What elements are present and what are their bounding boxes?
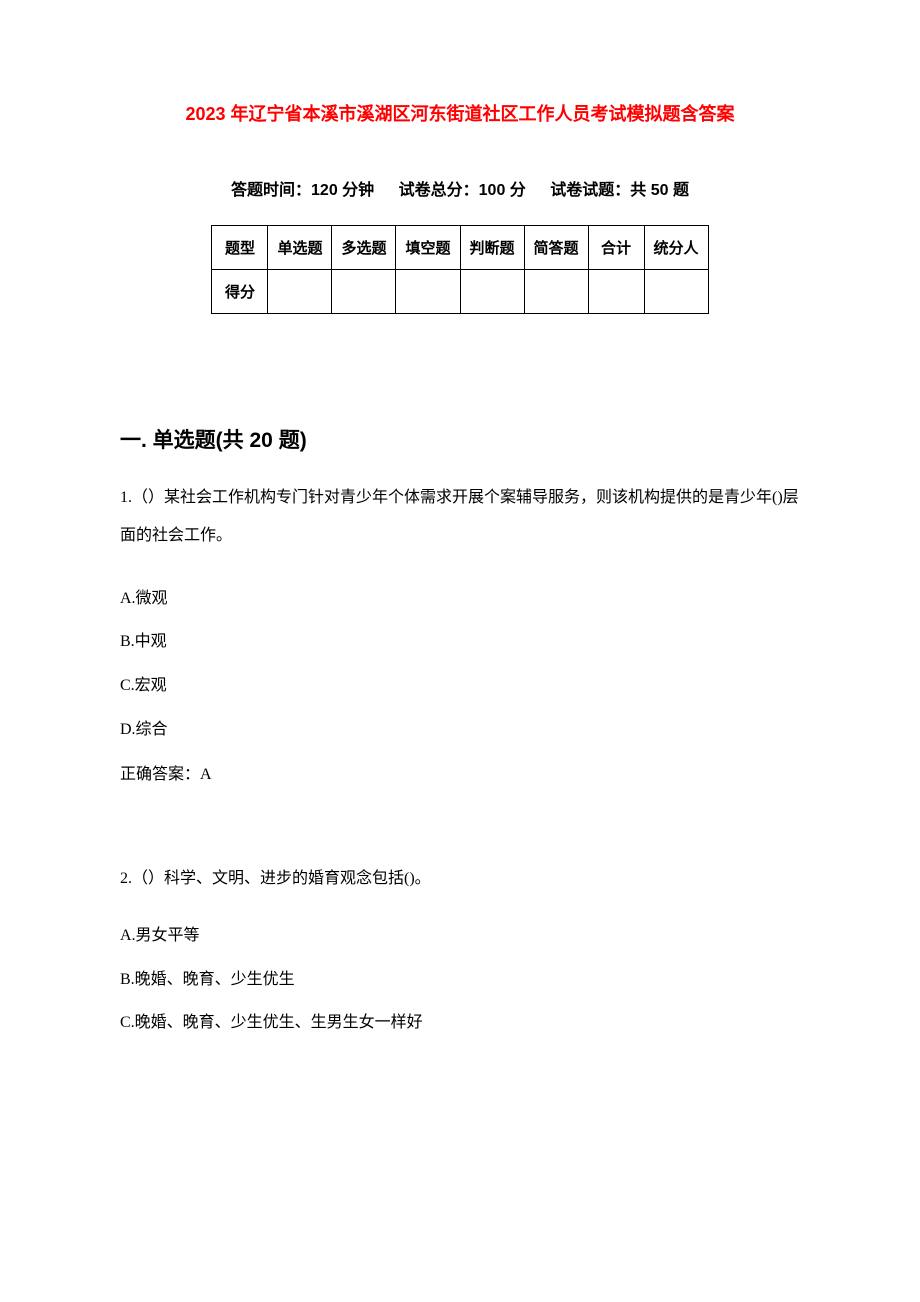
table-cell-empty — [396, 270, 460, 314]
table-cell-empty — [644, 270, 708, 314]
question-1-answer: 正确答案：A — [120, 760, 800, 784]
total-score-label: 试卷总分：100 分 — [399, 182, 526, 199]
question-count-label: 试卷试题：共 50 题 — [550, 182, 689, 199]
table-cell: 统分人 — [644, 226, 708, 270]
question-2-option-a: A.男女平等 — [120, 923, 800, 949]
exam-meta: 答题时间：120 分钟 试卷总分：100 分 试卷试题：共 50 题 — [120, 176, 800, 200]
table-cell: 填空题 — [396, 226, 460, 270]
section-header: 一. 单选题(共 20 题) — [120, 424, 800, 454]
exam-title: 2023 年辽宁省本溪市溪湖区河东街道社区工作人员考试模拟题含答案 — [120, 100, 800, 126]
table-cell: 判断题 — [460, 226, 524, 270]
table-header-row: 题型 单选题 多选题 填空题 判断题 简答题 合计 统分人 — [212, 226, 708, 270]
time-label: 答题时间：120 分钟 — [231, 182, 374, 199]
table-cell-empty — [332, 270, 396, 314]
table-cell-empty — [588, 270, 644, 314]
question-1-text: 1.（）某社会工作机构专门针对青少年个体需求开展个案辅导服务，则该机构提供的是青… — [120, 479, 800, 556]
question-2-option-c: C.晚婚、晚育、少生优生、生男生女一样好 — [120, 1010, 800, 1036]
score-table: 题型 单选题 多选题 填空题 判断题 简答题 合计 统分人 得分 — [211, 225, 708, 314]
table-cell-empty — [268, 270, 332, 314]
table-cell: 得分 — [212, 270, 268, 314]
table-cell: 合计 — [588, 226, 644, 270]
table-cell: 简答题 — [524, 226, 588, 270]
table-cell: 单选题 — [268, 226, 332, 270]
table-cell: 多选题 — [332, 226, 396, 270]
question-2-option-b: B.晚婚、晚育、少生优生 — [120, 967, 800, 993]
table-cell: 题型 — [212, 226, 268, 270]
table-score-row: 得分 — [212, 270, 708, 314]
table-cell-empty — [524, 270, 588, 314]
question-1-option-b: B.中观 — [120, 629, 800, 655]
question-1-option-a: A.微观 — [120, 586, 800, 612]
question-1-option-c: C.宏观 — [120, 673, 800, 699]
question-2-text: 2.（）科学、文明、进步的婚育观念包括()。 — [120, 864, 800, 888]
question-1-option-d: D.综合 — [120, 717, 800, 743]
table-cell-empty — [460, 270, 524, 314]
